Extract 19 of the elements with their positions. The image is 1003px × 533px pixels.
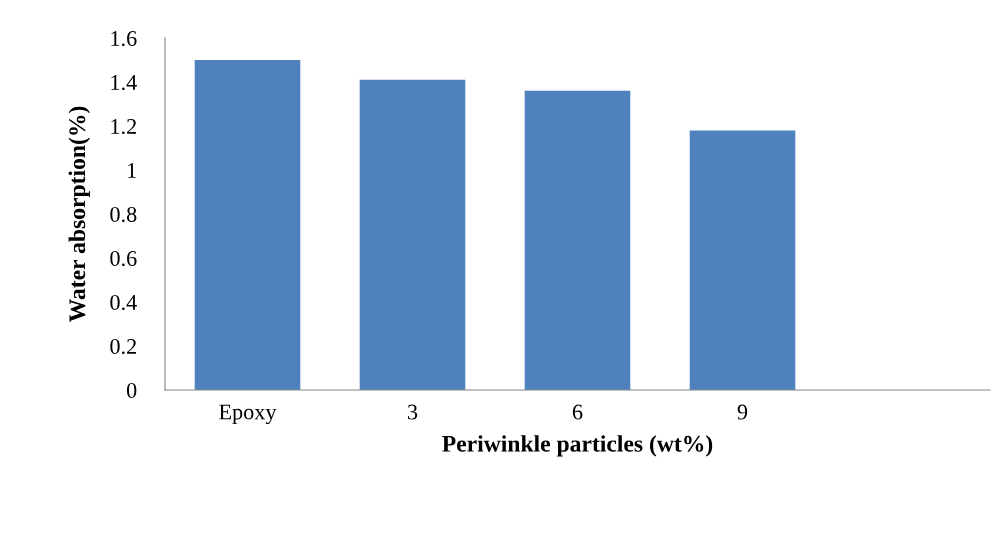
bar: [359, 79, 466, 390]
x-tick-label: 9: [737, 404, 748, 420]
y-tick-label: 0.4: [110, 294, 137, 311]
bar: [524, 90, 631, 390]
y-axis-title: Water absorption(%): [68, 106, 90, 322]
y-tick-label: 1: [128, 163, 136, 178]
y-tick-label: 0.8: [110, 206, 137, 223]
x-axis-title: Periwinkle particles (wt%): [442, 435, 713, 457]
y-tick-label: 0.6: [110, 250, 137, 267]
x-tick-label: 6: [572, 404, 583, 420]
y-tick-label: 0: [126, 382, 137, 398]
y-tick-label: 1.2: [111, 118, 136, 135]
x-tick-label: 3: [408, 404, 418, 420]
y-tick-label: 0.2: [110, 338, 136, 355]
y-tick-label: 1.6: [111, 30, 137, 47]
bar: [689, 130, 796, 390]
y-tick-label: 1.4: [111, 75, 137, 91]
x-tick-label: Epoxy: [219, 404, 277, 425]
bar: [194, 60, 301, 390]
